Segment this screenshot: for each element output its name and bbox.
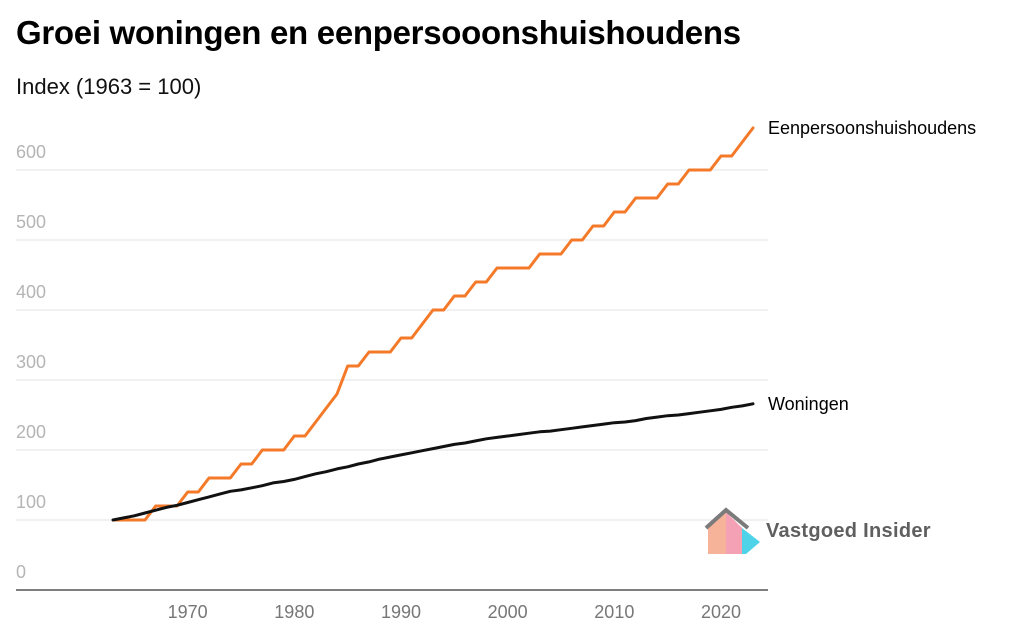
x-tick-label: 2010 <box>594 602 634 622</box>
y-tick-label: 300 <box>16 352 46 372</box>
y-tick-label: 0 <box>16 562 26 582</box>
series-labels: Eenpersoonshuishoudens Woningen <box>768 118 976 414</box>
series-label-woningen: Woningen <box>768 394 849 414</box>
y-axis-ticks: 0 100 200 300 400 500 600 <box>16 142 46 582</box>
series-line-woningen <box>111 402 755 522</box>
y-tick-label: 200 <box>16 422 46 442</box>
house-logo-icon <box>704 507 760 554</box>
y-tick-label: 100 <box>16 492 46 512</box>
y-tick-label: 400 <box>16 282 46 302</box>
vastgoed-insider-logo: Vastgoed Insider <box>686 492 986 572</box>
x-tick-label: 1980 <box>274 602 314 622</box>
x-tick-label: 1970 <box>168 602 208 622</box>
chart-title: Groei woningen en eenpersooonshuishouden… <box>16 14 741 51</box>
x-tick-label: 1990 <box>381 602 421 622</box>
x-tick-label: 2020 <box>701 602 741 622</box>
y-tick-label: 600 <box>16 142 46 162</box>
series-line-eenpersoonshuishoudens <box>111 126 755 522</box>
y-tick-label: 500 <box>16 212 46 232</box>
series-lines <box>111 126 755 522</box>
grid-lines <box>16 169 768 591</box>
chart-subtitle: Index (1963 = 100) <box>16 74 202 99</box>
x-tick-label: 2000 <box>488 602 528 622</box>
series-label-eenpersoonshuishoudens: Eenpersoonshuishoudens <box>768 118 976 138</box>
logo-text: Vastgoed Insider <box>766 520 931 542</box>
x-axis-ticks: 1970 1980 1990 2000 2010 2020 <box>168 602 741 622</box>
